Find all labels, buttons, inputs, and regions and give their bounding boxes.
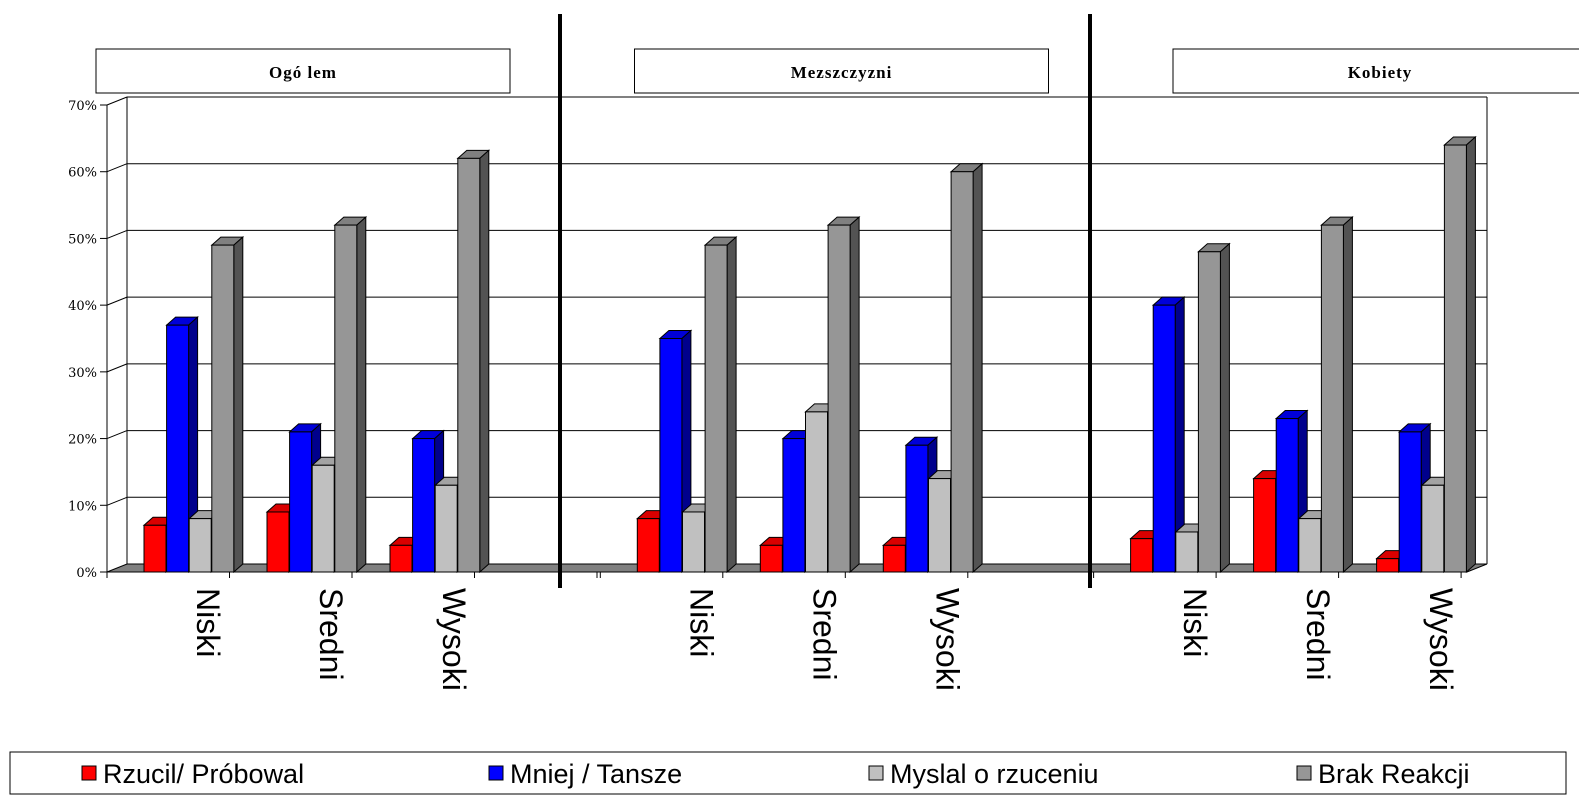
bar [211, 244, 235, 573]
bar [1130, 538, 1154, 573]
category-label: Wysoki [436, 588, 472, 691]
y-tick-label: 30% [68, 366, 97, 381]
legend-label: Myslal o rzuceniu [890, 759, 1099, 789]
bar [1298, 518, 1322, 573]
category-label: Sredni [1300, 588, 1336, 681]
bar [289, 431, 313, 573]
gridline-side [106, 163, 128, 173]
bar [311, 464, 335, 573]
bar [266, 511, 290, 573]
bar [1421, 484, 1445, 573]
gridline-side [106, 363, 128, 373]
bar-side [1219, 242, 1230, 574]
bar-side [479, 149, 490, 574]
y-tick-label: 20% [68, 433, 97, 448]
bar [805, 411, 828, 573]
bar [434, 484, 458, 573]
panel-title-box [95, 48, 511, 94]
legend-swatch [81, 765, 97, 781]
panel-title: Mezszczyzni [791, 63, 893, 82]
gridline-side [106, 430, 128, 440]
legend-swatch [1296, 765, 1312, 781]
panel-title-box [1172, 48, 1579, 94]
category-label: Sredni [807, 588, 843, 681]
bar [1253, 478, 1277, 573]
gridline-side [106, 96, 128, 106]
panel-title: Ogó lem [269, 63, 337, 82]
legend-swatch [488, 765, 504, 781]
bar-side [972, 162, 983, 574]
category-label: Wysoki [1423, 588, 1459, 691]
bar [882, 544, 906, 573]
panel-title: Kobiety [1348, 63, 1413, 82]
gridline-side [106, 496, 128, 506]
category-label: Sredni [313, 588, 349, 681]
bar-side [726, 235, 737, 574]
bar-side [1465, 135, 1476, 574]
legend-label: Mniej / Tansze [510, 759, 682, 789]
y-tick-label: 0% [76, 566, 97, 581]
bar [166, 324, 190, 573]
bar [1175, 531, 1199, 573]
bar [389, 544, 413, 573]
y-tick-label: 60% [68, 166, 97, 181]
legend-label: Brak Reakcji [1318, 759, 1470, 789]
bar [412, 438, 436, 573]
bar [659, 338, 683, 573]
bar [905, 444, 929, 573]
gridline-side [106, 229, 128, 239]
bar [928, 478, 951, 573]
bar [1152, 304, 1176, 573]
bar [636, 518, 660, 573]
bar-side [356, 215, 367, 574]
bar [827, 224, 851, 573]
category-label: Niski [1177, 588, 1213, 657]
category-label: Niski [190, 588, 226, 657]
bar [457, 157, 481, 573]
bar-side [233, 235, 244, 574]
bar [1275, 418, 1299, 573]
bar [1376, 558, 1400, 573]
legend-swatch [868, 765, 884, 781]
bar [950, 171, 974, 573]
bar [1320, 224, 1344, 573]
bar [1398, 431, 1422, 573]
bar [188, 518, 212, 573]
bar [759, 544, 783, 573]
panel-title-box [634, 48, 1049, 94]
bar-side [1342, 215, 1353, 574]
bar [1443, 144, 1467, 573]
y-tick-label: 50% [68, 232, 97, 247]
category-label: Wysoki [930, 588, 966, 691]
gridline-side [106, 296, 128, 306]
y-tick-label: 70% [68, 99, 97, 114]
bar [682, 511, 705, 573]
bar [334, 224, 358, 573]
bar [704, 244, 728, 573]
bar [1197, 251, 1221, 573]
y-tick-label: 10% [68, 499, 97, 514]
bar [782, 438, 806, 573]
bar [143, 524, 167, 573]
y-tick-label: 40% [68, 299, 97, 314]
legend-label: Rzucil/ Próbowal [103, 759, 304, 789]
category-label: Niski [684, 588, 720, 657]
bar-side [849, 215, 860, 574]
